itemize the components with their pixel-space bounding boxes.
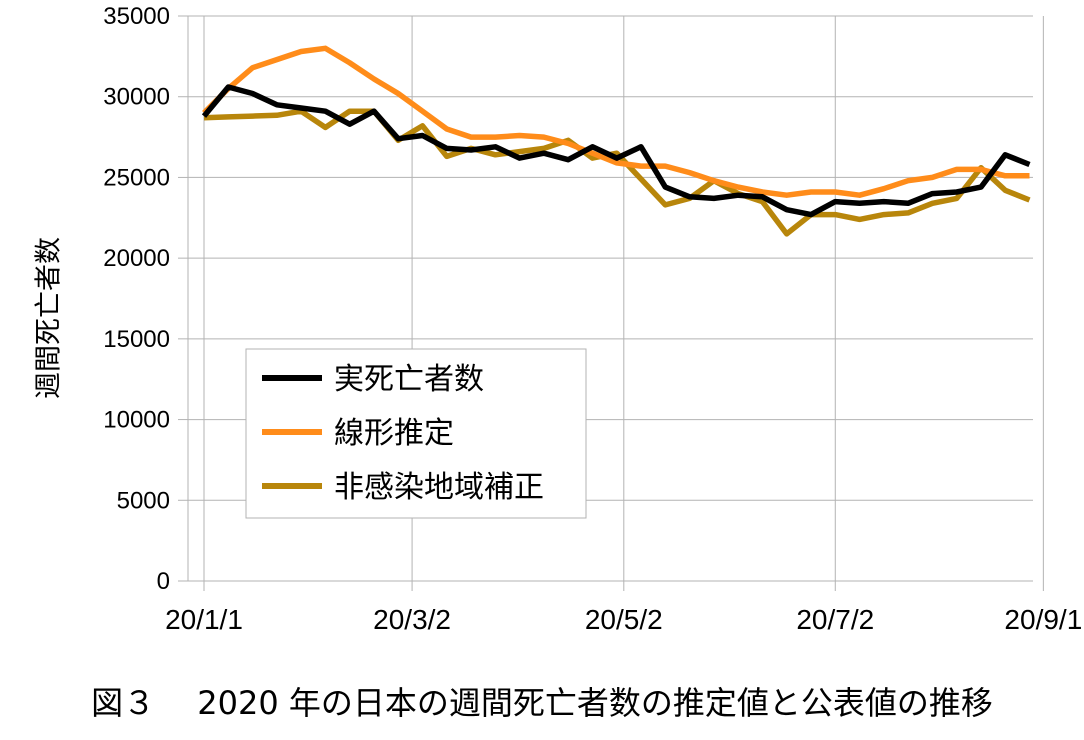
x-tick-label: 20/7/2 <box>796 604 874 635</box>
series-line-1 <box>201 84 1031 218</box>
x-axis: 20/1/1 20/3/2 20/5/2 20/7/2 20/9/1 <box>165 581 1082 635</box>
y-tick-label: 5000 <box>117 487 170 514</box>
legend-label: 線形推定 <box>334 416 454 451</box>
grid <box>187 15 1044 582</box>
y-tick-label: 30000 <box>103 84 170 111</box>
x-tick-label: 20/1/1 <box>165 604 243 635</box>
y-tick-label: 20000 <box>103 245 170 272</box>
x-tick-label: 20/9/1 <box>1004 604 1082 635</box>
legend-label: 非感染地域補正 <box>334 470 544 505</box>
series-lines <box>201 45 1031 237</box>
figure-caption: 図３ 2020 年の日本の週間死亡者数の推定値と公表値の推移 <box>91 684 993 722</box>
y-tick-label: 35000 <box>103 3 170 30</box>
y-tick-label: 0 <box>157 568 170 595</box>
legend-label: 実死亡者数 <box>334 362 484 397</box>
x-tick-label: 20/3/2 <box>373 604 451 635</box>
chart: 0 5000 10000 15000 20000 25000 30000 35000 20/1… <box>34 3 1083 635</box>
y-axis-label: 週間死亡者数 <box>34 237 65 399</box>
x-tick-label: 20/5/2 <box>585 604 663 635</box>
y-tick-label: 25000 <box>103 164 170 191</box>
y-axis: 0 5000 10000 15000 20000 25000 30000 35000 <box>103 3 188 595</box>
series-line-3 <box>203 108 1031 237</box>
series-line-2 <box>202 45 1030 198</box>
y-tick-label: 10000 <box>103 407 170 434</box>
y-tick-label: 15000 <box>103 326 170 353</box>
